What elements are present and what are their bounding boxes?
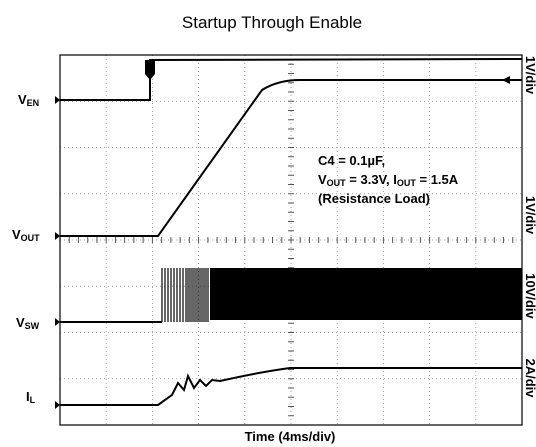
channel-scale: 2A/div — [523, 358, 536, 398]
vsw-block — [210, 268, 522, 320]
annotation-text: V — [318, 172, 327, 187]
channel-sub: L — [30, 395, 36, 405]
plot-border — [59, 54, 523, 426]
channel-label: VOUT — [12, 227, 40, 243]
annotation-text: (Resistance Load) — [318, 191, 430, 206]
channel-main: V — [12, 227, 21, 242]
channel-main: I — [26, 389, 30, 404]
channel-main: V — [18, 92, 27, 107]
channel-marker — [55, 232, 60, 240]
trigger-arrow — [145, 74, 155, 80]
channel-sub: OUT — [21, 233, 41, 243]
channel-marker — [55, 401, 60, 409]
annotation-text: = 1.5A — [416, 172, 459, 187]
grid — [59, 54, 523, 426]
channel-marker — [55, 318, 60, 326]
vsw-switching — [161, 268, 209, 322]
annotation-sub: OUT — [397, 178, 417, 188]
annotation-sub: OUT — [327, 178, 347, 188]
channel-sub: SW — [25, 321, 40, 331]
trigger-marker — [145, 60, 155, 80]
x-axis-label: Time (4ms/div) — [245, 429, 336, 444]
annotation-text: C4 = 0.1µF, — [318, 153, 385, 168]
annotation: C4 = 0.1µF, VOUT = 3.3V, IOUT = 1.5A (Resi… — [318, 153, 459, 206]
il-trace — [60, 367, 522, 406]
vout-trace — [60, 79, 522, 237]
channel-sub: EN — [27, 98, 40, 108]
channel-label: IL — [26, 389, 36, 405]
channel-scale: 1V/div — [523, 196, 536, 235]
channel-label: VSW — [16, 315, 40, 331]
level-marker — [502, 76, 510, 84]
channel-scale: 1V/div — [523, 56, 536, 95]
channel-label: VEN — [18, 92, 39, 108]
annotation-text: = 3.3V, I — [346, 172, 397, 187]
trigger-icon — [145, 60, 155, 74]
channel-main: V — [16, 315, 25, 330]
channel-marker — [55, 96, 60, 104]
vsw-trace — [60, 268, 522, 323]
channel-scale: 10V/div — [523, 273, 536, 319]
title: Startup Through Enable — [182, 13, 362, 32]
